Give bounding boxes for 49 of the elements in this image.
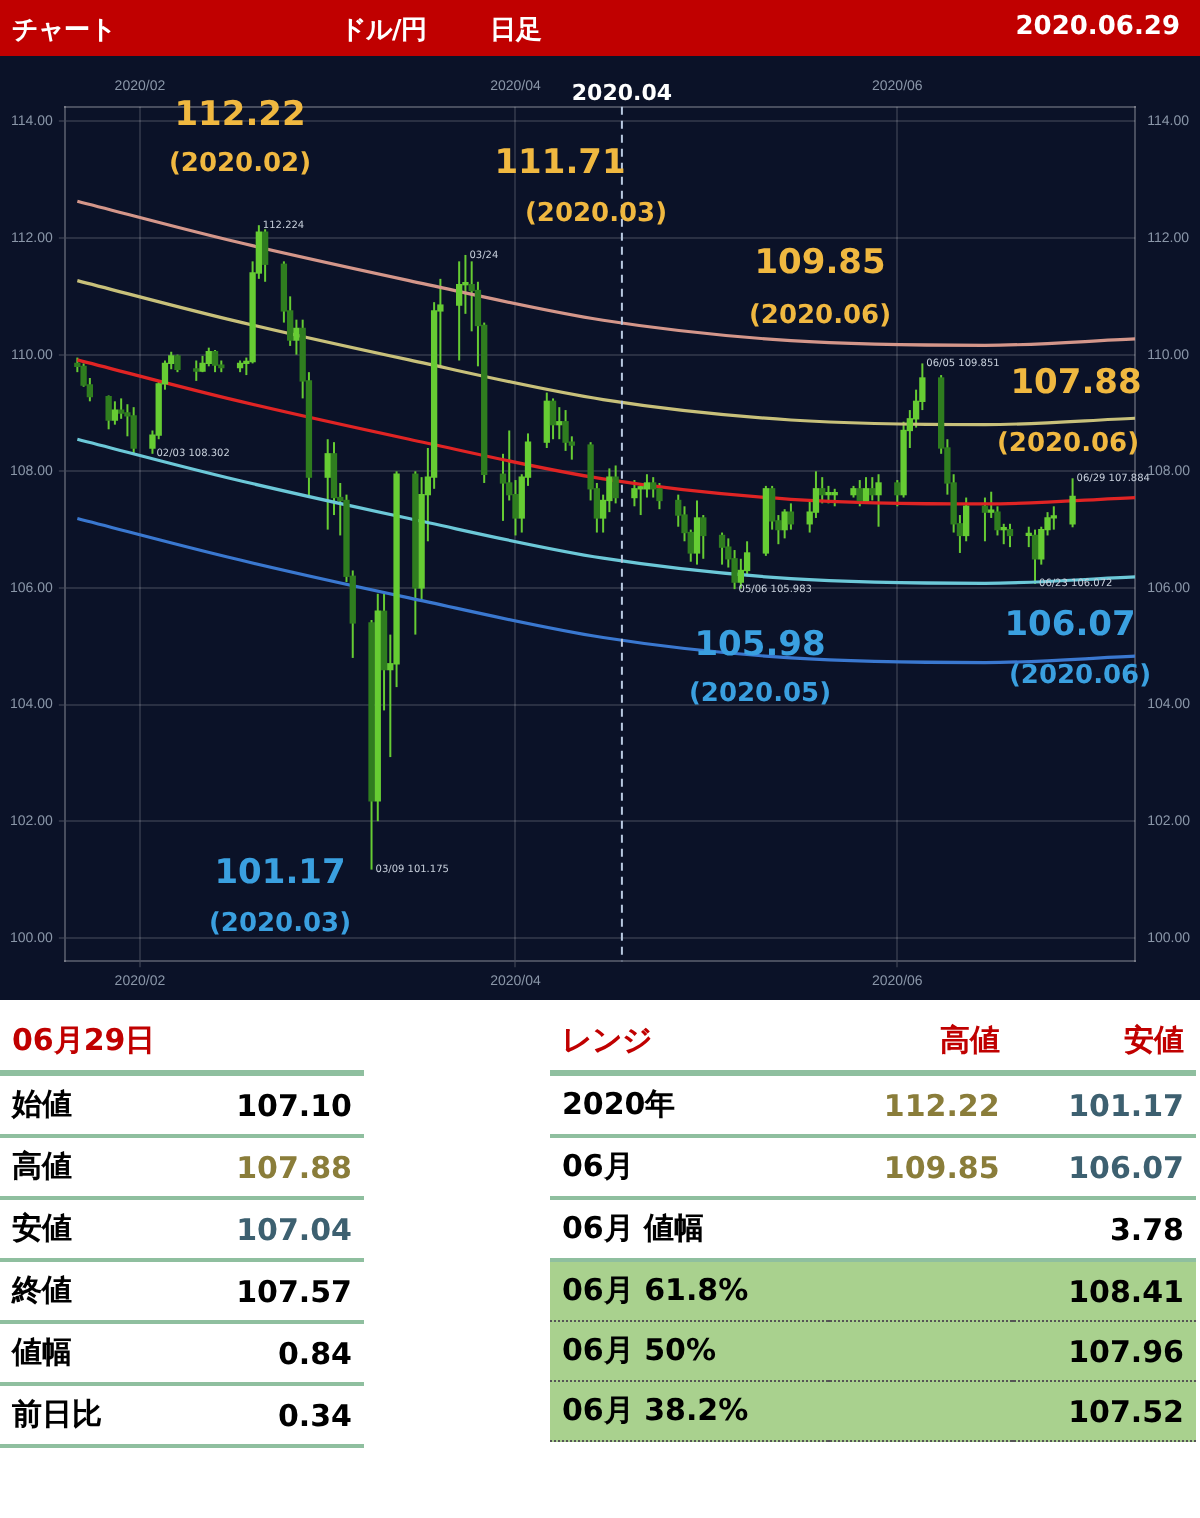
ref-line-label: 2020.04 [571, 79, 673, 106]
annotation: (2020.03) [208, 908, 352, 939]
text: 日足 [490, 14, 542, 48]
text: 107.10 [163, 1073, 364, 1136]
text: レンジ [550, 1012, 828, 1073]
annotation: 101.17 [214, 852, 346, 893]
text: 安値 [0, 1198, 164, 1260]
text: 06月 [550, 1136, 828, 1198]
text: 06月 61.8% [550, 1260, 828, 1321]
text: 高値 [0, 1136, 164, 1198]
chart-subtitle: ドル/円 [340, 14, 428, 48]
annotation: 106.07 [1004, 604, 1136, 645]
text: 2020.06.29 [1015, 12, 1180, 42]
text: 高値 [827, 1012, 1012, 1073]
text: 107.04 [163, 1198, 364, 1260]
annotation: (2020.06) [1008, 660, 1152, 691]
annotation: (2020.05) [688, 678, 832, 709]
text: 107.88 [163, 1136, 364, 1198]
annotation: 112.22 [174, 94, 306, 135]
text: 06月 38.2% [550, 1381, 828, 1441]
annotation: (2020.02) [168, 148, 312, 179]
annotation: (2020.03) [524, 198, 668, 229]
text: 107.96 [827, 1321, 1196, 1381]
text: 112.22 [827, 1073, 1012, 1136]
text: 終値 [0, 1260, 164, 1322]
text: 101.17 [1011, 1073, 1196, 1136]
annotation: (2020.06) [996, 428, 1140, 459]
text: 109.85 [827, 1136, 1012, 1198]
text: 06月29日 [0, 1012, 364, 1073]
text: 安値 [1011, 1012, 1196, 1073]
text: 108.41 [827, 1260, 1196, 1321]
annotation: 107.88 [1010, 362, 1142, 403]
text: 0.84 [163, 1322, 364, 1384]
text: 3.78 [827, 1198, 1196, 1260]
text: 値幅 [0, 1322, 164, 1384]
annotation: 105.98 [694, 624, 826, 665]
chart-title: チャート [12, 14, 116, 48]
text: 始値 [0, 1073, 164, 1136]
text: 2020年 [550, 1073, 828, 1136]
text: 06月 値幅 [550, 1198, 828, 1260]
text: 前日比 [0, 1384, 164, 1446]
text: 0.34 [163, 1384, 364, 1446]
annotation: (2020.06) [748, 300, 892, 331]
text: 06月 50% [550, 1321, 828, 1381]
annotation: 109.85 [754, 242, 886, 283]
annotation: 111.71 [494, 142, 626, 183]
text: 107.57 [163, 1260, 364, 1322]
text: 107.52 [827, 1381, 1196, 1441]
text: 106.07 [1011, 1136, 1196, 1198]
